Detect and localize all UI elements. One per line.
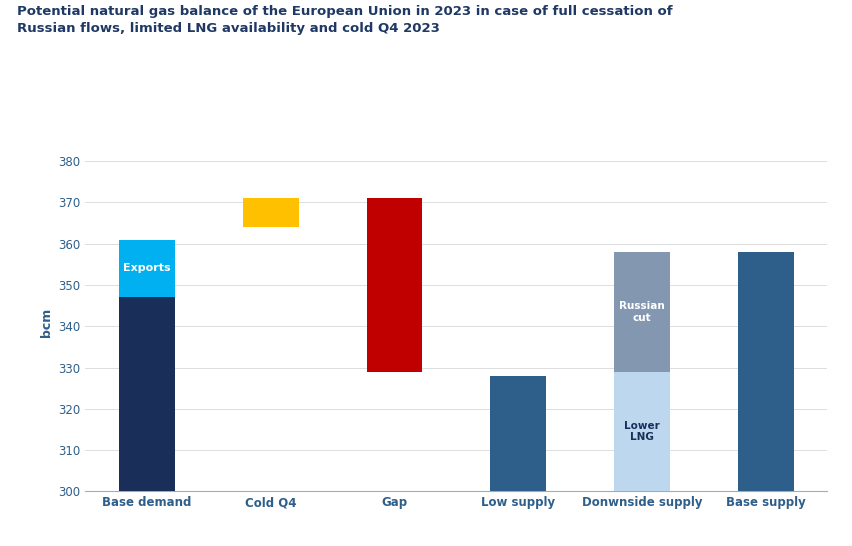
Bar xyxy=(490,376,545,491)
Bar xyxy=(737,252,792,491)
Bar xyxy=(243,198,298,227)
Bar xyxy=(119,298,175,491)
Bar xyxy=(119,240,175,298)
Text: Exports: Exports xyxy=(123,264,170,274)
Y-axis label: bcm: bcm xyxy=(39,307,53,337)
Text: Lower
LNG: Lower LNG xyxy=(624,421,659,442)
Bar xyxy=(366,198,422,372)
Text: Potential natural gas balance of the European Union in 2023 in case of full cess: Potential natural gas balance of the Eur… xyxy=(17,5,672,35)
Text: Russian
cut: Russian cut xyxy=(619,301,664,323)
Bar xyxy=(613,252,669,372)
Bar xyxy=(613,372,669,491)
